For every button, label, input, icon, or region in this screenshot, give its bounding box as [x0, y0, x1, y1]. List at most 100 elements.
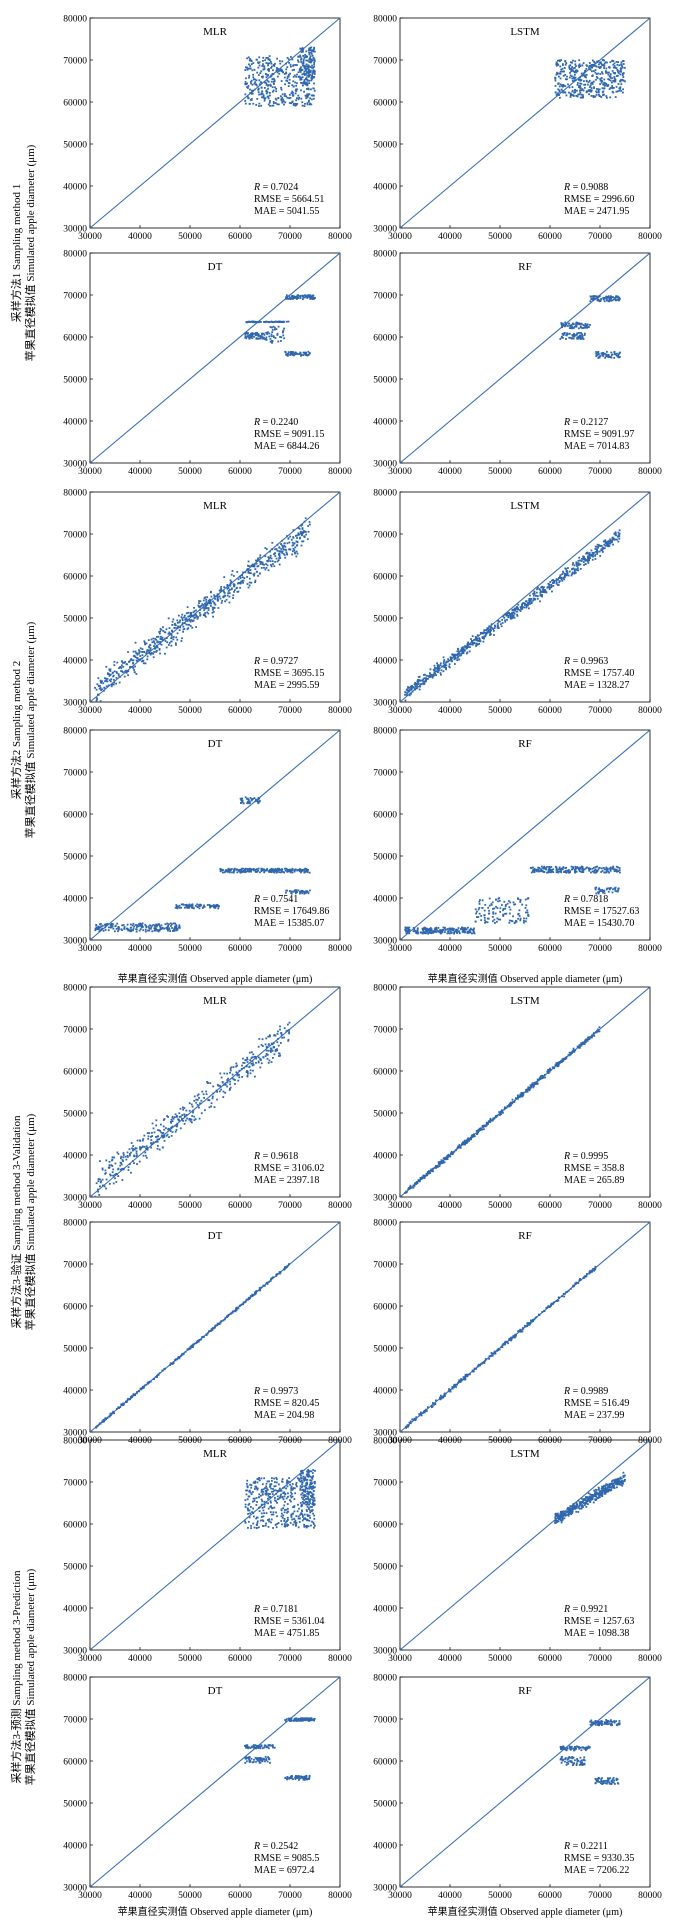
data-point [273, 1045, 275, 1048]
data-point [536, 595, 539, 597]
data-point [474, 636, 477, 638]
data-point [603, 62, 606, 65]
data-point [280, 99, 283, 102]
data-point [618, 296, 621, 299]
y-tick-label: 30000 [63, 460, 87, 470]
data-point [111, 1165, 114, 1167]
data-point [144, 1151, 147, 1154]
data-point [590, 554, 593, 557]
data-point [261, 563, 264, 566]
data-point [613, 298, 615, 301]
data-point [468, 929, 471, 932]
data-point [511, 611, 514, 614]
data-point [560, 68, 563, 71]
data-point [190, 1118, 193, 1121]
data-point [249, 88, 251, 91]
plot-frame [89, 17, 341, 229]
data-point [105, 1187, 107, 1190]
data-point [570, 337, 573, 339]
data-point [98, 1194, 101, 1196]
data-point [147, 925, 150, 928]
data-point [189, 613, 192, 616]
data-point [171, 623, 174, 626]
data-point [158, 1148, 161, 1151]
data-point [168, 631, 171, 634]
data-point [549, 581, 552, 583]
data-point [424, 929, 427, 931]
data-point [473, 932, 476, 935]
data-point [417, 679, 420, 681]
data-point [254, 800, 257, 803]
data-point [567, 870, 570, 873]
data-point [108, 1160, 111, 1163]
data-point [508, 906, 511, 909]
data-point [556, 73, 559, 75]
data-point [412, 1186, 415, 1189]
data-point [307, 100, 310, 103]
data-point [246, 802, 248, 805]
data-point [267, 559, 270, 562]
data-point [238, 1076, 241, 1079]
data-point [303, 520, 306, 523]
data-point [618, 297, 621, 300]
data-point [442, 656, 445, 659]
data-point [585, 64, 588, 67]
data-point [574, 73, 576, 76]
data-point [280, 543, 282, 545]
data-point [417, 683, 420, 685]
data-point [285, 297, 288, 300]
data-point [95, 923, 98, 926]
data-point [263, 98, 266, 100]
data-point [303, 56, 306, 59]
data-point [556, 71, 558, 74]
data-point [291, 58, 294, 61]
data-point [305, 88, 308, 90]
data-point [251, 337, 254, 340]
data-point [141, 922, 144, 925]
data-point [103, 1185, 106, 1188]
data-point [558, 577, 560, 579]
data-point [612, 543, 614, 546]
data-point [169, 930, 171, 933]
data-point [462, 929, 464, 931]
data-point [603, 65, 606, 67]
data-point [99, 1185, 101, 1188]
data-point [165, 637, 168, 639]
data-point [610, 296, 613, 298]
data-point [298, 527, 301, 530]
data-point [111, 1171, 114, 1174]
data-point [154, 925, 156, 928]
data-point [523, 917, 525, 920]
data-point [123, 926, 126, 928]
data-point [264, 81, 266, 84]
data-point [456, 659, 459, 661]
data-point [584, 83, 587, 86]
data-point [138, 929, 141, 932]
data-point [571, 573, 574, 575]
scatter-panel-10: 30000 40000 50000 60000 70000 800003000040000… [373, 984, 662, 1212]
data-point [309, 97, 312, 100]
data-point [591, 70, 593, 73]
data-point [241, 801, 244, 804]
data-point [276, 1033, 279, 1035]
data-point [235, 1062, 238, 1065]
data-point [208, 903, 211, 906]
data-point [265, 331, 268, 334]
data-point [601, 71, 603, 74]
data-point [439, 932, 442, 935]
data-point [294, 92, 297, 95]
data-point [596, 299, 599, 302]
data-point [199, 613, 202, 616]
data-point [186, 606, 189, 609]
data-point [555, 866, 558, 869]
data-point [126, 1151, 129, 1154]
data-point [574, 60, 577, 63]
data-point [240, 1067, 243, 1070]
data-point [270, 320, 273, 323]
data-point [582, 72, 585, 75]
data-point [577, 564, 580, 567]
data-point [135, 1150, 138, 1153]
data-point [301, 892, 304, 895]
data-point [130, 1142, 133, 1144]
data-point [108, 679, 111, 682]
